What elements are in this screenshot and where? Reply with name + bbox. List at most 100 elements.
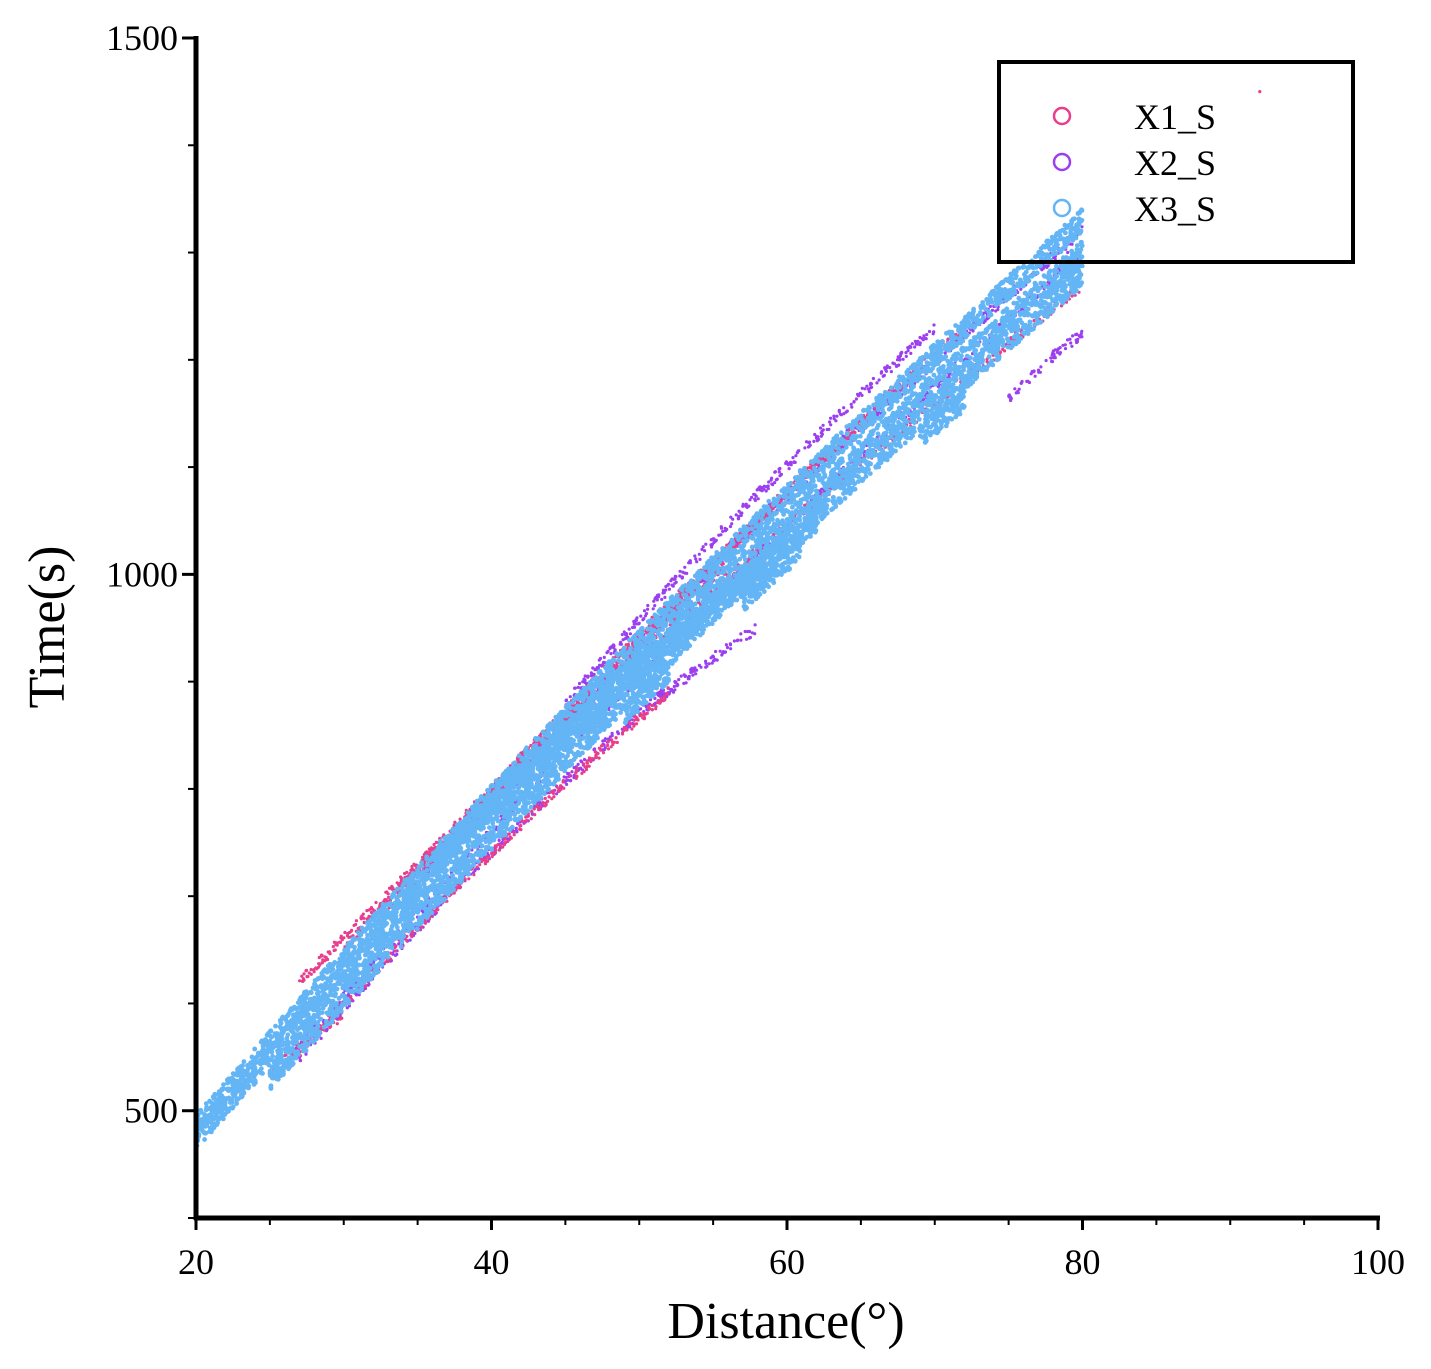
data-point	[901, 357, 905, 361]
data-point	[606, 743, 610, 748]
data-point	[1007, 393, 1012, 397]
data-point	[829, 416, 833, 420]
data-point	[996, 308, 1000, 312]
data-point	[497, 848, 501, 852]
data-point	[769, 478, 773, 482]
data-point	[906, 349, 910, 353]
data-point	[880, 370, 884, 374]
data-point	[1069, 341, 1073, 345]
data-point	[753, 498, 758, 502]
data-point	[692, 669, 696, 673]
data-point	[916, 339, 920, 343]
data-point	[852, 400, 856, 404]
data-point	[717, 533, 721, 537]
data-point	[754, 494, 758, 498]
data-point	[689, 670, 693, 675]
data-point	[360, 915, 364, 920]
data-point	[888, 366, 892, 370]
data-point	[614, 736, 618, 740]
data-point	[591, 666, 595, 670]
data-point	[593, 747, 597, 751]
data-point	[735, 639, 740, 643]
data-point	[602, 655, 606, 660]
data-point	[635, 616, 639, 620]
data-point	[503, 841, 507, 845]
data-point	[711, 654, 715, 658]
data-point	[680, 575, 684, 579]
data-point	[652, 599, 656, 603]
data-point	[632, 622, 636, 626]
data-point	[1075, 340, 1079, 344]
data-point	[421, 855, 425, 860]
data-point	[920, 337, 924, 341]
data-point	[639, 707, 643, 711]
data-point	[514, 826, 518, 830]
data-point	[433, 912, 437, 916]
data-point	[425, 850, 429, 854]
data-point	[523, 819, 527, 823]
data-point	[674, 681, 678, 685]
data-point	[739, 513, 743, 518]
data-point	[741, 502, 745, 506]
data-point	[612, 740, 617, 744]
data-point	[661, 588, 666, 592]
data-point	[677, 678, 681, 682]
data-point	[832, 417, 836, 421]
data-point	[1013, 387, 1017, 391]
data-point	[813, 432, 817, 437]
data-point	[734, 513, 738, 517]
data-point	[923, 336, 928, 340]
data-point	[635, 622, 639, 626]
data-point	[309, 972, 313, 976]
data-point	[606, 740, 610, 744]
data-point	[499, 814, 503, 818]
data-point	[484, 858, 488, 862]
data-point	[318, 963, 322, 967]
data-point	[628, 632, 633, 636]
data-point	[808, 443, 812, 447]
data-point	[643, 614, 648, 618]
data-point	[927, 329, 932, 334]
data-point	[766, 484, 770, 488]
data-point	[665, 691, 669, 696]
data-point	[543, 796, 547, 801]
data-point	[574, 768, 579, 772]
data-point	[828, 420, 832, 424]
data-point	[564, 775, 568, 779]
data-point	[729, 647, 733, 651]
data-point	[683, 565, 687, 569]
data-point	[670, 583, 674, 587]
data-point	[620, 732, 625, 736]
data-point	[863, 387, 867, 391]
data-point	[304, 968, 309, 973]
data-point	[646, 607, 650, 611]
data-point	[568, 774, 572, 778]
data-point	[610, 731, 614, 736]
data-point	[786, 463, 790, 467]
data-point	[628, 721, 632, 725]
data-point	[1045, 265, 1049, 269]
data-point	[367, 982, 371, 986]
data-point	[755, 488, 759, 492]
data-point	[860, 386, 864, 390]
data-point	[516, 822, 520, 826]
data-point	[436, 908, 440, 912]
data-point	[606, 747, 611, 751]
data-point	[659, 696, 664, 701]
data-point	[365, 917, 369, 921]
data-point	[586, 675, 590, 679]
data-point	[724, 643, 729, 647]
data-point	[497, 838, 501, 843]
data-point	[616, 731, 620, 735]
data-point	[658, 701, 662, 705]
data-point	[651, 607, 655, 611]
data-point	[600, 744, 604, 748]
data-point	[410, 935, 414, 939]
data-point	[704, 659, 708, 663]
data-point	[701, 545, 705, 549]
data-point	[777, 467, 781, 471]
data-point	[343, 930, 347, 935]
data-point	[304, 1052, 308, 1056]
data-point	[530, 809, 534, 813]
